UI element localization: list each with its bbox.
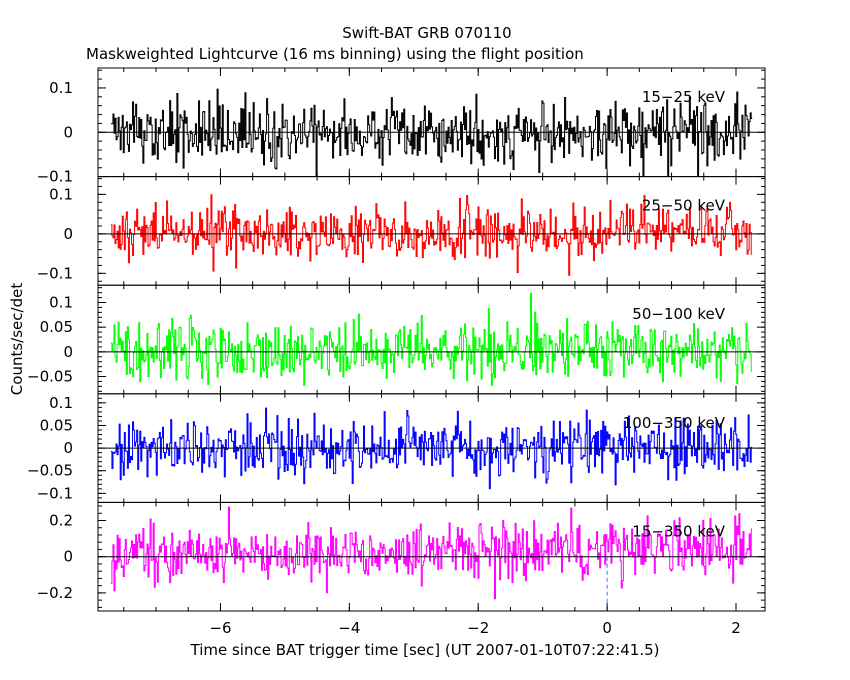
y-axis-label: Counts/sec/det [8,283,26,396]
band-label-2: 50−100 keV [632,305,725,323]
x-tick-label-0: −6 [209,619,231,637]
y-tick-label-3-1: −0.05 [27,462,73,480]
y-tick-label-4-1: 0 [63,548,73,566]
series-line-0 [110,88,753,177]
series-line-4 [110,506,753,600]
y-tick-label-0-1: 0 [63,123,73,141]
y-tick-label-0-0: −0.1 [37,168,73,186]
chart-subtitle: Maskweighted Lightcurve (16 ms binning) … [86,45,584,63]
y-tick-label-2-3: 0.1 [49,293,73,311]
chart-title: Swift-BAT GRB 070110 [342,24,511,42]
panel-1: −0.1 0 0.1 25−50 keV [37,176,766,286]
panel-4: −0.2 0 0.2 15−350 keV [37,501,766,612]
panel-2: −0.05 0 0.05 0.1 50−100 keV [27,284,766,395]
y-tick-label-3-4: 0.1 [49,394,73,412]
band-label-4: 15−350 keV [632,522,725,540]
panels-group: −0.1 0 0.1 15−25 keV −0.1 0 0.1 25−50 keV −0.05 0… [27,67,766,612]
y-tick-label-1-1: 0 [63,225,73,243]
y-tick-label-1-0: −0.1 [37,264,73,282]
y-tick-label-3-3: 0.05 [40,416,73,434]
series-line-2 [110,292,753,386]
y-tick-label-1-2: 0.1 [49,185,73,203]
y-tick-label-2-2: 0.05 [40,318,73,336]
panel-3: −0.1 −0.05 0 0.05 0.1 100−350 keV [27,393,766,503]
x-axis: −6 −4 −2 0 2 [123,68,741,637]
y-tick-label-2-0: −0.05 [27,368,73,386]
y-tick-label-3-0: −0.1 [37,484,73,502]
y-tick-label-4-0: −0.2 [37,584,73,602]
panel-0: −0.1 0 0.1 15−25 keV [37,67,766,186]
x-tick-label-1: −4 [338,619,360,637]
x-tick-label-4: 2 [731,619,741,637]
series-line-1 [110,194,753,276]
y-tick-label-4-2: 0.2 [49,512,73,530]
x-tick-label-2: −2 [467,619,489,637]
y-tick-label-3-2: 0 [63,439,73,457]
band-label-0: 15−25 keV [642,88,726,106]
x-tick-label-3: 0 [602,619,612,637]
x-axis-label: Time since BAT trigger time [sec] (UT 20… [190,641,660,659]
band-label-3: 100−350 keV [623,414,726,432]
series-line-3 [110,407,753,490]
y-tick-label-2-1: 0 [63,343,73,361]
y-tick-label-0-2: 0.1 [49,79,73,97]
band-label-1: 25−50 keV [642,197,726,215]
